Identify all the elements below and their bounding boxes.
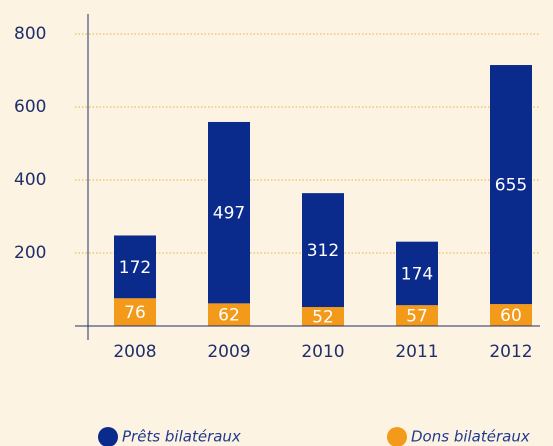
- bar-segment: [208, 303, 250, 326]
- data-label: 172: [119, 258, 151, 278]
- y-tick-label: 600: [14, 97, 46, 117]
- data-label: 57: [406, 307, 428, 327]
- data-label: 312: [307, 241, 339, 261]
- data-label: 60: [500, 306, 522, 326]
- x-tick-label: 2012: [489, 342, 532, 362]
- bar-segment: [302, 193, 344, 308]
- legend-label: Prêts bilatéraux: [122, 428, 241, 446]
- x-tick-label: 2008: [113, 342, 156, 362]
- y-tick-label: 800: [14, 24, 46, 44]
- bar-segment: [114, 235, 156, 299]
- x-tick-label: 2011: [395, 342, 438, 362]
- data-label: 174: [401, 264, 433, 284]
- bar-segment: [396, 305, 438, 326]
- data-label: 52: [312, 308, 334, 328]
- x-tick-label: 2009: [207, 342, 250, 362]
- x-tick-label: 2010: [301, 342, 344, 362]
- data-label: 62: [218, 306, 240, 326]
- bar-segment: [302, 307, 344, 326]
- data-label: 655: [495, 176, 527, 196]
- bar-segment: [208, 121, 250, 304]
- data-label: 76: [124, 303, 146, 323]
- bar-segment: [114, 298, 156, 326]
- y-tick-label: 400: [14, 170, 46, 190]
- legend-marker: [387, 427, 407, 446]
- legend-label: Dons bilatéraux: [411, 428, 530, 446]
- data-label: 497: [213, 204, 245, 224]
- legend-marker: [98, 427, 118, 446]
- bar-segment: [490, 65, 532, 305]
- y-tick-label: 200: [14, 243, 46, 263]
- bar-segment: [396, 241, 438, 306]
- bar-segment: [490, 304, 532, 326]
